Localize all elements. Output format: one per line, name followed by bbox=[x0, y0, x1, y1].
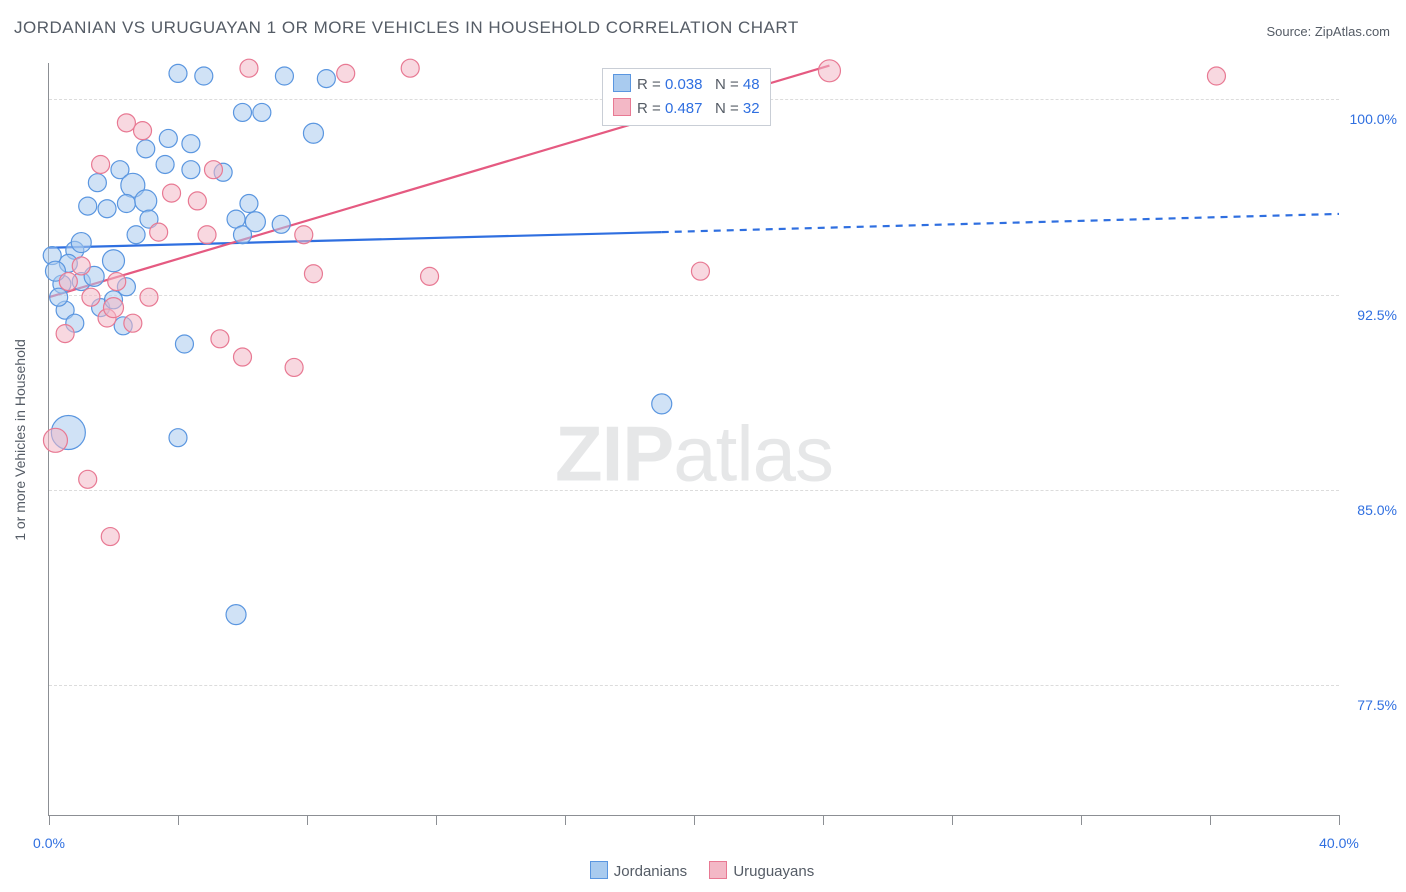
correlation-row: R = 0.487 N = 32 bbox=[613, 97, 760, 121]
x-tick bbox=[694, 815, 695, 825]
chart-plot-area: ZIPatlas R = 0.038 N = 48R = 0.487 N = 3… bbox=[48, 63, 1339, 816]
data-point bbox=[253, 103, 271, 121]
data-point bbox=[140, 288, 158, 306]
data-point bbox=[652, 394, 672, 414]
data-point bbox=[127, 226, 145, 244]
data-point bbox=[101, 528, 119, 546]
data-point bbox=[56, 325, 74, 343]
data-point bbox=[182, 135, 200, 153]
data-point bbox=[295, 226, 313, 244]
data-point bbox=[79, 470, 97, 488]
x-tick bbox=[952, 815, 953, 825]
data-point bbox=[337, 64, 355, 82]
data-point bbox=[240, 195, 258, 213]
data-point bbox=[135, 190, 157, 212]
data-point bbox=[150, 223, 168, 241]
data-point bbox=[204, 161, 222, 179]
y-axis-label: 1 or more Vehicles in Household bbox=[12, 339, 28, 541]
data-point bbox=[272, 215, 290, 233]
data-point bbox=[182, 161, 200, 179]
data-point bbox=[198, 226, 216, 244]
y-tick-label: 100.0% bbox=[1350, 111, 1397, 127]
x-tick-label: 40.0% bbox=[1319, 835, 1359, 851]
y-tick-label: 77.5% bbox=[1357, 697, 1397, 713]
data-point bbox=[195, 67, 213, 85]
legend-swatch-uruguayans bbox=[709, 861, 727, 879]
data-point bbox=[98, 200, 116, 218]
trend-line-dashed bbox=[662, 214, 1339, 232]
x-tick bbox=[1339, 815, 1340, 825]
x-tick bbox=[307, 815, 308, 825]
data-point bbox=[169, 429, 187, 447]
correlation-legend-box: R = 0.038 N = 48R = 0.487 N = 32 bbox=[602, 68, 771, 126]
y-tick-label: 92.5% bbox=[1357, 307, 1397, 323]
data-point bbox=[71, 233, 91, 253]
data-point bbox=[234, 348, 252, 366]
data-point bbox=[72, 257, 90, 275]
data-point bbox=[79, 197, 97, 215]
chart-title: JORDANIAN VS URUGUAYAN 1 OR MORE VEHICLE… bbox=[14, 18, 799, 38]
data-point bbox=[691, 262, 709, 280]
chart-svg bbox=[49, 63, 1339, 815]
legend-label-uruguayans: Uruguayans bbox=[733, 863, 814, 880]
x-tick-label: 0.0% bbox=[33, 835, 65, 851]
data-point bbox=[159, 129, 177, 147]
y-tick-label: 85.0% bbox=[1357, 502, 1397, 518]
data-point bbox=[285, 358, 303, 376]
data-point bbox=[137, 140, 155, 158]
data-point bbox=[1207, 67, 1225, 85]
data-point bbox=[117, 114, 135, 132]
x-tick bbox=[1210, 815, 1211, 825]
data-point bbox=[304, 265, 322, 283]
x-tick bbox=[1081, 815, 1082, 825]
data-point bbox=[117, 195, 135, 213]
data-point bbox=[188, 192, 206, 210]
legend-swatch-jordanians bbox=[590, 861, 608, 879]
source-label: Source: ZipAtlas.com bbox=[1266, 24, 1390, 39]
data-point bbox=[134, 122, 152, 140]
data-point bbox=[234, 103, 252, 121]
x-tick bbox=[565, 815, 566, 825]
data-point bbox=[401, 59, 419, 77]
data-point bbox=[156, 155, 174, 173]
data-point bbox=[104, 298, 124, 318]
data-point bbox=[211, 330, 229, 348]
data-point bbox=[175, 335, 193, 353]
x-tick bbox=[436, 815, 437, 825]
data-point bbox=[163, 184, 181, 202]
data-point bbox=[818, 60, 840, 82]
data-point bbox=[226, 605, 246, 625]
data-point bbox=[169, 64, 187, 82]
data-point bbox=[92, 155, 110, 173]
data-point bbox=[88, 174, 106, 192]
series-legend: Jordanians Uruguayans bbox=[48, 861, 1338, 880]
data-point bbox=[124, 314, 142, 332]
data-point bbox=[82, 288, 100, 306]
x-tick bbox=[823, 815, 824, 825]
data-point bbox=[275, 67, 293, 85]
data-point bbox=[303, 123, 323, 143]
data-point bbox=[59, 273, 77, 291]
data-point bbox=[240, 59, 258, 77]
data-point bbox=[50, 288, 68, 306]
data-point bbox=[43, 428, 67, 452]
data-point bbox=[108, 273, 126, 291]
data-point bbox=[317, 70, 335, 88]
x-tick bbox=[178, 815, 179, 825]
correlation-row: R = 0.038 N = 48 bbox=[613, 73, 760, 97]
data-point bbox=[245, 212, 265, 232]
x-tick bbox=[49, 815, 50, 825]
data-point bbox=[421, 267, 439, 285]
legend-label-jordanians: Jordanians bbox=[614, 863, 687, 880]
data-point bbox=[103, 250, 125, 272]
